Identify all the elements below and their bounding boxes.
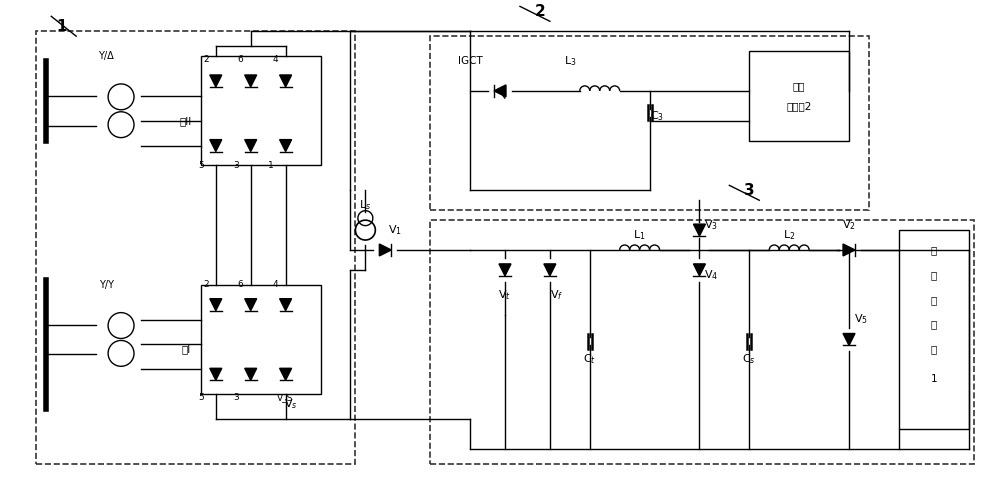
Text: 2: 2 <box>203 54 209 64</box>
Polygon shape <box>245 299 257 311</box>
Text: 5: 5 <box>198 392 204 402</box>
Polygon shape <box>210 140 222 151</box>
Text: 桥II: 桥II <box>180 116 192 126</box>
Polygon shape <box>379 244 391 256</box>
Polygon shape <box>210 368 222 380</box>
Polygon shape <box>494 85 506 97</box>
Text: V$_t$: V$_t$ <box>498 288 511 302</box>
Text: V$_4$: V$_4$ <box>704 268 719 282</box>
Polygon shape <box>693 224 705 236</box>
Polygon shape <box>280 75 292 87</box>
Text: L$_1$: L$_1$ <box>633 228 646 242</box>
Bar <box>36 31 355 464</box>
Polygon shape <box>210 75 222 87</box>
Text: 压: 压 <box>931 319 937 330</box>
Text: V$_1$: V$_1$ <box>388 223 402 237</box>
Text: V_S: V_S <box>277 392 294 402</box>
Text: 源: 源 <box>931 344 937 354</box>
Text: C$_3$: C$_3$ <box>650 109 664 122</box>
Text: V$_2$: V$_2$ <box>842 218 856 232</box>
Polygon shape <box>245 368 257 380</box>
Text: 5: 5 <box>198 161 204 170</box>
Text: L$_2$: L$_2$ <box>783 228 795 242</box>
Text: 4: 4 <box>273 54 278 64</box>
Text: L$_3$: L$_3$ <box>564 54 576 68</box>
Text: 桥I: 桥I <box>181 344 190 354</box>
Text: V$_5$: V$_5$ <box>854 313 868 326</box>
Text: 直: 直 <box>931 245 937 255</box>
Text: 流: 流 <box>931 270 937 280</box>
Polygon shape <box>843 244 855 256</box>
Bar <box>430 36 869 210</box>
Polygon shape <box>280 368 292 380</box>
Bar <box>201 285 320 394</box>
Bar <box>899 230 969 429</box>
Text: L$_s$: L$_s$ <box>359 198 371 212</box>
Text: IGCT: IGCT <box>458 56 482 66</box>
Bar <box>430 220 974 464</box>
Bar <box>201 56 320 166</box>
Text: 3: 3 <box>744 183 755 198</box>
Text: 6: 6 <box>238 54 244 64</box>
Polygon shape <box>210 299 222 311</box>
Text: 1: 1 <box>56 19 66 34</box>
Polygon shape <box>544 264 556 276</box>
Polygon shape <box>280 140 292 151</box>
Text: Y/Y: Y/Y <box>99 280 114 290</box>
Polygon shape <box>843 334 855 345</box>
Text: Y/Δ: Y/Δ <box>98 51 114 61</box>
Text: 1: 1 <box>930 374 937 384</box>
Text: 2: 2 <box>535 4 545 19</box>
Text: V$_f$: V$_f$ <box>550 288 563 302</box>
Text: 1: 1 <box>268 161 274 170</box>
Text: V$_s$: V$_s$ <box>284 397 297 411</box>
Text: 4: 4 <box>273 280 278 289</box>
Polygon shape <box>693 264 705 276</box>
Text: 6: 6 <box>238 280 244 289</box>
Polygon shape <box>245 75 257 87</box>
Text: 3: 3 <box>233 392 239 402</box>
Text: 电压源2: 电压源2 <box>786 101 812 111</box>
Text: 电: 电 <box>931 294 937 305</box>
Text: C$_t$: C$_t$ <box>583 352 596 366</box>
Bar <box>749 51 849 141</box>
Polygon shape <box>499 264 511 276</box>
Polygon shape <box>280 299 292 311</box>
Text: C$_s$: C$_s$ <box>742 352 756 366</box>
Text: V$_3$: V$_3$ <box>704 218 718 232</box>
Text: 3: 3 <box>233 161 239 170</box>
Polygon shape <box>245 140 257 151</box>
Text: 直流: 直流 <box>793 81 805 91</box>
Text: 2: 2 <box>203 280 209 289</box>
